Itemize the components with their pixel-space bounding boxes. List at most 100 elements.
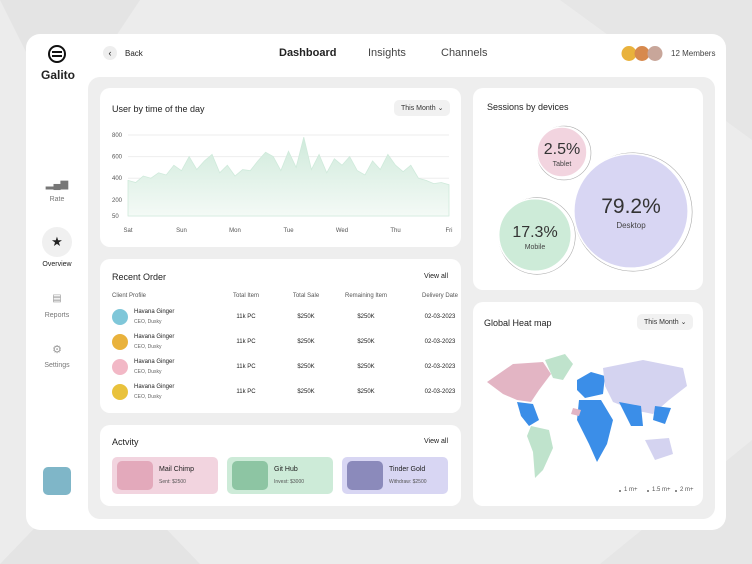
column-header: Remaining Item — [344, 293, 388, 299]
y-tick-label: 400 — [112, 176, 123, 182]
bubble — [497, 197, 573, 273]
orders-card: Recent Order View all Client Profile Tota… — [100, 259, 461, 413]
client-name: Havana Ginger — [134, 334, 175, 340]
x-tick-label: Mon — [229, 228, 241, 234]
bubble-value: 79.2% — [601, 195, 661, 218]
table-cell: 11k PC — [236, 364, 256, 370]
activity-card: Actvity View all Mail Chimp Sent: $2500 Gi… — [100, 425, 461, 506]
y-tick-label: 600 — [112, 155, 123, 161]
view-all[interactable]: View all — [424, 273, 448, 280]
client-avatar — [112, 309, 128, 325]
filter[interactable]: This Month ⌄ — [394, 100, 451, 116]
client-role: CEO, Dusky — [134, 394, 162, 400]
filter[interactable]: This Month ⌄ — [637, 314, 694, 330]
legend-label: 1 m+ — [624, 487, 638, 493]
filter-label: This Month — [644, 319, 679, 326]
table-cell: $250K — [297, 314, 315, 320]
activity-name: Tinder Gold — [389, 466, 426, 473]
settings-icon: ⚙ — [52, 344, 62, 356]
users-card: User by time of the day This Month ⌄ 50 2… — [100, 88, 461, 247]
client-name: Havana Ginger — [134, 384, 175, 390]
table-cell: $250K — [297, 364, 315, 370]
column-header: Client Profile — [112, 293, 147, 299]
client-avatar — [112, 359, 128, 375]
bubble-chart: 2.5% Tablet 17.3% Mobile 79.2% Desktop — [497, 125, 693, 275]
member-avatars — [621, 46, 663, 61]
activity-icon — [347, 461, 383, 490]
activity-name: Git Hub — [274, 466, 298, 473]
filter-label: This Month — [401, 105, 436, 112]
x-tick-label: Wed — [336, 228, 348, 234]
legend-label: 1.5 m+ — [652, 487, 671, 493]
activity-name: Mail Chimp — [159, 466, 195, 473]
x-tick-label: Fri — [446, 228, 453, 234]
client-role: CEO, Dusky — [134, 369, 162, 375]
heatmap-card: Global Heat map This Month ⌄ 1 m+ 1.5 m+ 2… — [473, 302, 703, 506]
area — [127, 137, 450, 217]
x-tick-label: Tue — [283, 228, 294, 234]
activity-detail: Withdraw: $2500 — [389, 479, 427, 485]
logo — [48, 45, 66, 63]
activity-card[interactable]: Mail Chimp Sent: $2500 — [112, 457, 218, 494]
card-title: Recent Order — [112, 272, 167, 282]
table-cell: $250K — [297, 339, 315, 345]
x-tick-label: Thu — [390, 228, 400, 234]
tab[interactable]: Channels — [441, 47, 488, 59]
y-tick-label: 800 — [112, 133, 123, 139]
back-link[interactable]: Back — [125, 49, 143, 58]
bubble-label: Mobile — [525, 244, 546, 251]
world-map — [487, 354, 687, 478]
activity-card[interactable]: Tinder Gold Withdraw: $2500 — [342, 457, 448, 494]
area-chart: 50 200 400 600 800 Sat Sun Mon Tue Wed Thu Fri — [112, 133, 453, 234]
overview-icon: ★ — [42, 227, 72, 257]
back-icon[interactable]: ‹ — [103, 46, 117, 60]
column-header: Total Sale — [292, 293, 320, 299]
sessions-card: Sessions by devices 2.5% Tablet 17.3% Mobil… — [473, 88, 703, 290]
members[interactable]: 12 Members — [671, 49, 716, 58]
bubble-label: Desktop — [616, 221, 646, 230]
table-cell: 02-03-2023 — [424, 364, 456, 370]
client-name: Havana Ginger — [134, 359, 175, 365]
table-cell: $250K — [357, 339, 375, 345]
nav-item[interactable]: Reports — [44, 312, 70, 319]
nav-item[interactable]: Rate — [49, 196, 65, 203]
tab[interactable]: Insights — [368, 47, 406, 59]
table-cell: $250K — [297, 389, 315, 395]
activity-icon — [117, 461, 153, 490]
bubble — [573, 153, 689, 269]
card-title: Actvity — [112, 437, 139, 447]
legend-label: 2 m+ — [680, 487, 694, 493]
bubble — [536, 126, 588, 178]
legend-dot — [647, 490, 649, 492]
table-cell: 02-03-2023 — [424, 339, 456, 345]
rate-icon: ▂▄▆ — [45, 179, 69, 190]
y-tick-label: 50 — [112, 214, 119, 220]
activity-card[interactable]: Git Hub Invest: $3000 — [227, 457, 333, 494]
tab[interactable]: Dashboard — [279, 47, 337, 59]
x-tick-label: Sun — [176, 228, 187, 234]
y-tick-label: 200 — [112, 198, 123, 204]
column-header: Total Item — [232, 293, 259, 299]
client-role: CEO, Dusky — [134, 344, 162, 350]
user-avatar[interactable] — [43, 467, 71, 495]
client-avatar — [112, 384, 128, 400]
legend-dot — [619, 490, 621, 492]
table-cell: 11k PC — [236, 389, 256, 395]
table-cell: 11k PC — [236, 314, 256, 320]
bubble-value: 2.5% — [544, 141, 580, 158]
table-cell: 11k PC — [236, 339, 256, 345]
nav-item[interactable]: Overview — [42, 261, 72, 268]
client-name: Havana Ginger — [134, 309, 175, 315]
column-header: Delivery Date — [421, 293, 458, 299]
table-cell: $250K — [357, 314, 375, 320]
x-tick-label: Sat — [123, 228, 132, 234]
activity-detail: Invest: $3000 — [274, 479, 305, 485]
activity-detail: Sent: $2500 — [159, 479, 186, 485]
card-title: User by time of the day — [112, 104, 205, 114]
table-cell: $250K — [357, 389, 375, 395]
nav-item[interactable]: Settings — [44, 362, 70, 369]
brand: Galito — [41, 68, 76, 82]
reports-icon: ▤ — [52, 293, 62, 304]
view-all[interactable]: View all — [424, 438, 448, 445]
